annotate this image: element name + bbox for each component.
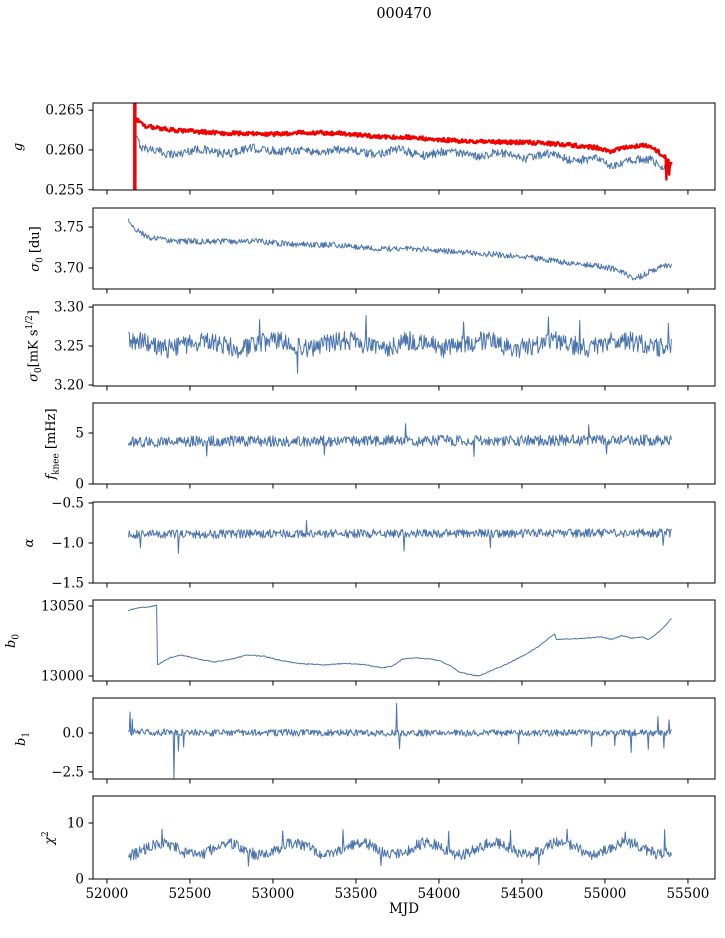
y-tick-label: 0 bbox=[75, 872, 84, 888]
panel-border-fknee bbox=[92, 402, 716, 485]
panel-b0 bbox=[128, 604, 672, 677]
y-tick-label: 10 bbox=[67, 815, 84, 831]
panel-border-sigma0-mks bbox=[92, 304, 716, 387]
x-tick-label: 55500 bbox=[666, 886, 709, 902]
panel-fknee bbox=[128, 423, 672, 457]
panel-border-b1 bbox=[92, 697, 716, 780]
x-tick-label: 52000 bbox=[85, 886, 128, 902]
b0-line bbox=[128, 604, 672, 677]
g-blue-line bbox=[136, 135, 672, 171]
y-tick-label: 13000 bbox=[41, 668, 84, 684]
ylabel-alpha: α bbox=[22, 538, 37, 547]
y-tick-label: 0.265 bbox=[45, 103, 84, 119]
x-tick-label: 54500 bbox=[500, 886, 543, 902]
alpha-line bbox=[128, 520, 672, 554]
y-tick-label: −0.5 bbox=[51, 496, 84, 512]
y-tick-label: 0.260 bbox=[45, 142, 84, 158]
fknee-line bbox=[128, 423, 672, 457]
ylabel-chi2: χ2 bbox=[41, 830, 58, 845]
panel-border-sigma0-du bbox=[92, 207, 716, 290]
panel-sigma0-mks bbox=[128, 315, 672, 374]
panel-border-b0 bbox=[92, 599, 716, 682]
ylabel-fknee: fknee [mHz] bbox=[44, 407, 62, 480]
y-tick-label: 3.20 bbox=[54, 377, 84, 393]
x-axis-label: MJD bbox=[388, 901, 420, 917]
y-tick-label: 0.0 bbox=[63, 726, 84, 742]
panel-alpha bbox=[128, 520, 672, 554]
y-tick-label: −1.5 bbox=[51, 576, 84, 592]
x-tick-label: 53000 bbox=[251, 886, 294, 902]
panel-b1 bbox=[128, 702, 672, 779]
x-tick-label: 52500 bbox=[168, 886, 211, 902]
y-tick-label: 0 bbox=[75, 477, 84, 493]
panel-chi2 bbox=[128, 828, 672, 867]
figure-title: 000470 bbox=[376, 6, 432, 22]
ylabel-sigma0-mks: σ0[mK s1/2] bbox=[25, 309, 44, 382]
panel-sigma0-du bbox=[128, 218, 672, 281]
sigma0-du-line bbox=[128, 218, 672, 281]
y-tick-label: 3.25 bbox=[54, 339, 84, 355]
ylabel-b1: b1 bbox=[14, 731, 32, 746]
y-tick-label: 13050 bbox=[41, 599, 84, 615]
y-tick-label: −2.5 bbox=[51, 764, 84, 780]
panel-border-g bbox=[92, 102, 716, 191]
g-red-band bbox=[133, 117, 673, 181]
x-tick-label: 54000 bbox=[417, 886, 460, 902]
b1-line bbox=[128, 702, 672, 779]
x-tick-label: 53500 bbox=[334, 886, 377, 902]
panel-g bbox=[133, 103, 673, 190]
panel-border-chi2 bbox=[92, 795, 716, 880]
sigma0-mks-line bbox=[128, 315, 672, 374]
y-tick-label: 3.30 bbox=[54, 300, 84, 316]
y-tick-label: 0.255 bbox=[45, 182, 84, 198]
y-tick-label: −1.0 bbox=[51, 536, 84, 552]
x-tick-label: 55000 bbox=[583, 886, 626, 902]
y-tick-label: 3.75 bbox=[54, 220, 84, 236]
y-tick-label: 5 bbox=[75, 425, 84, 441]
y-tick-label: 3.70 bbox=[54, 261, 84, 277]
chi2-line bbox=[128, 828, 672, 867]
